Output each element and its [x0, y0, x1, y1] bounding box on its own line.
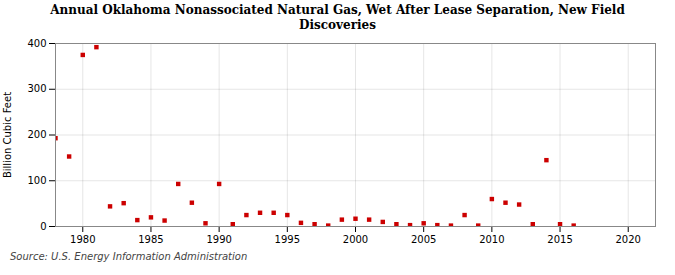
svg-text:2015: 2015	[547, 234, 572, 245]
svg-text:2005: 2005	[411, 234, 436, 245]
svg-text:400: 400	[27, 38, 46, 49]
html-text:Source: U.S. Energy Informatio: Source: U.S. Energy Information Administ…	[10, 251, 248, 262]
svg-text:100: 100	[27, 175, 46, 186]
svg-text:2010: 2010	[479, 234, 504, 245]
svg-text:2000: 2000	[343, 234, 368, 245]
svg-text:200: 200	[27, 129, 46, 140]
svg-text:0: 0	[40, 221, 46, 232]
svg-text:1995: 1995	[275, 234, 300, 245]
svg-text:1980: 1980	[70, 234, 95, 245]
svg-text:Billion Cubic Feet: Billion Cubic Feet	[2, 92, 13, 178]
svg-text:1990: 1990	[206, 234, 231, 245]
html-text:Annual Oklahoma Nonassociated: Annual Oklahoma Nonassociated Natural Ga…	[50, 3, 625, 32]
svg-text:300: 300	[27, 83, 46, 94]
svg-text:2020: 2020	[616, 234, 641, 245]
svg-text:1985: 1985	[138, 234, 163, 245]
